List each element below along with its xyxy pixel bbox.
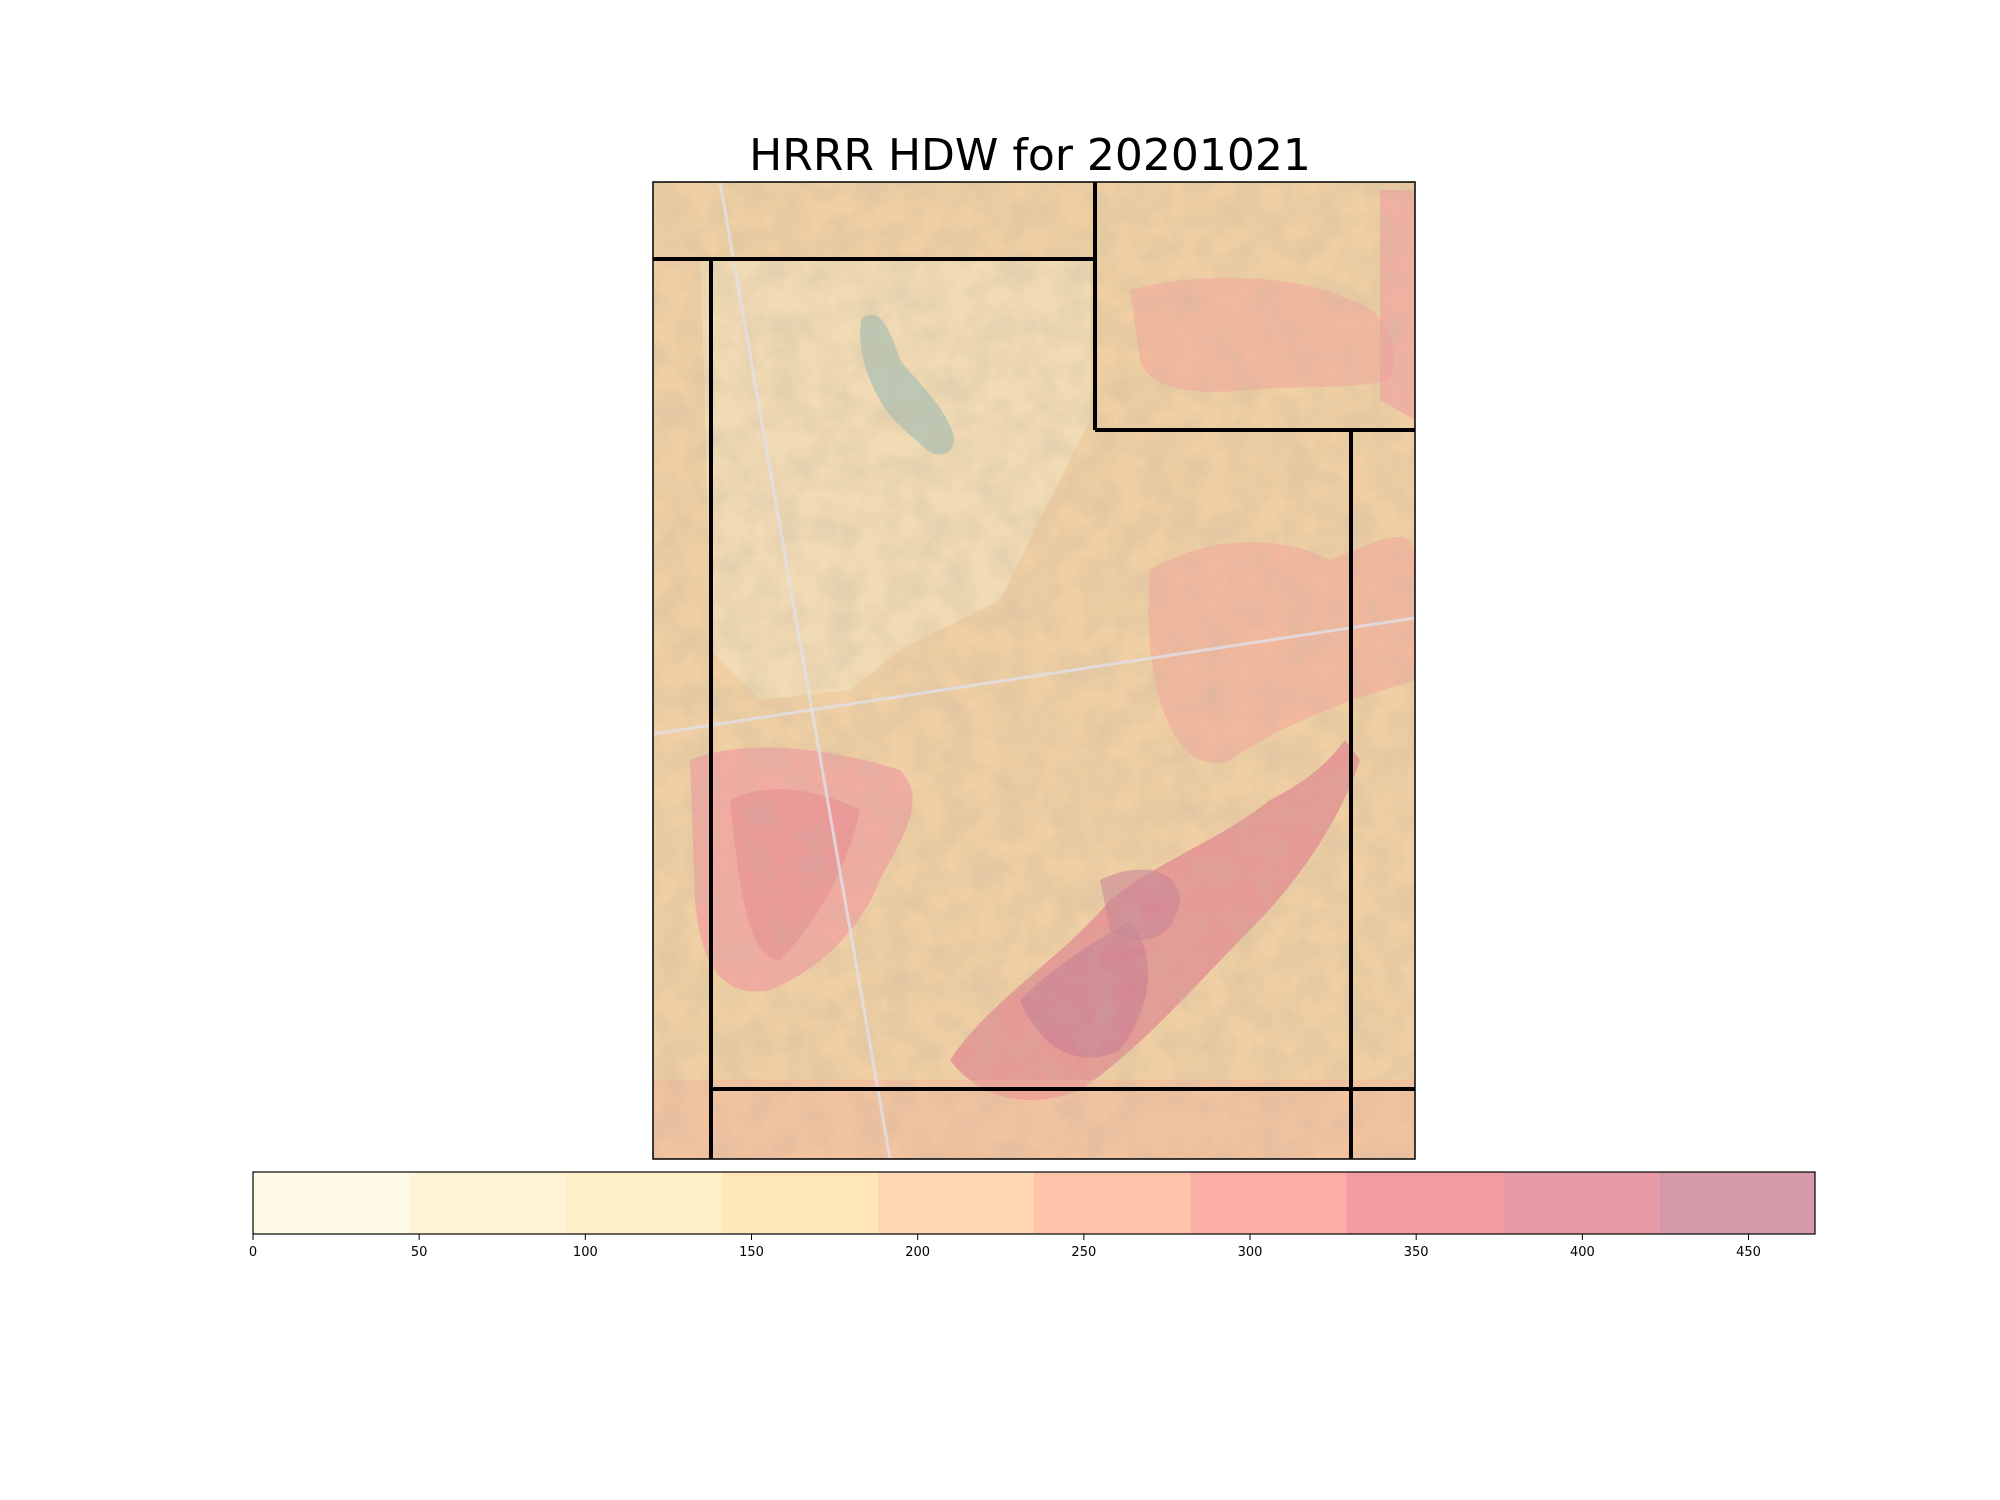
colorbar-ticks: 0 50 100 150 200 250 300 350 400 450: [249, 1234, 1761, 1260]
colorbar-swatch-3: [721, 1172, 878, 1234]
colorbar-swatch-5: [1034, 1172, 1191, 1234]
hdw-field: [653, 182, 1415, 1159]
colorbar-swatch-2: [565, 1172, 722, 1234]
colorbar-tick-label-0: 0: [249, 1245, 257, 1260]
colorbar-swatch-9: [1658, 1172, 1815, 1234]
colorbar-tick-label-100: 100: [573, 1245, 598, 1260]
colorbar-swatch-4: [877, 1172, 1034, 1234]
terrain-relief: [653, 182, 1415, 1159]
colorbar-tick-label-450: 450: [1736, 1245, 1761, 1260]
colorbar-swatch-0: [253, 1172, 410, 1234]
colorbar-frame: [252, 1171, 1816, 1235]
colorbar-tick-label-250: 250: [1071, 1245, 1096, 1260]
colorbar-tick-label-50: 50: [411, 1245, 428, 1260]
colorbar-swatch-1: [409, 1172, 566, 1234]
colorbar-tick-label-200: 200: [905, 1245, 930, 1260]
colorbar-swatch-6: [1190, 1172, 1347, 1234]
colorbar-tick-label-350: 350: [1404, 1245, 1429, 1260]
road-line-2: [653, 616, 1415, 736]
colorbar-tick-label-150: 150: [739, 1245, 764, 1260]
colorbar-swatches: [253, 1172, 1815, 1234]
colorbar-swatch-8: [1502, 1172, 1659, 1234]
map-frame: [652, 181, 1416, 1160]
colorbar-tick-label-300: 300: [1238, 1245, 1263, 1260]
road-line: [718, 182, 892, 1159]
map-title: HRRR HDW for 20201021: [749, 130, 1311, 181]
colorbar-swatch-7: [1346, 1172, 1503, 1234]
state-boundaries: [653, 182, 1415, 1159]
colorbar-tick-label-400: 400: [1570, 1245, 1595, 1260]
